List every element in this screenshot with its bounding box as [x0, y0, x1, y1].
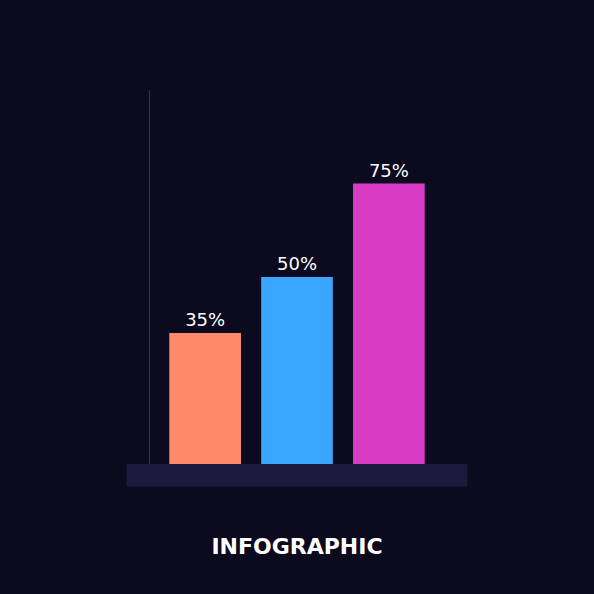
svg-text:35%: 35% — [185, 309, 225, 330]
svg-text:50%: 50% — [277, 253, 317, 274]
svg-text:INFOGRAPHIC: INFOGRAPHIC — [211, 534, 382, 559]
svg-text:75%: 75% — [369, 160, 409, 181]
